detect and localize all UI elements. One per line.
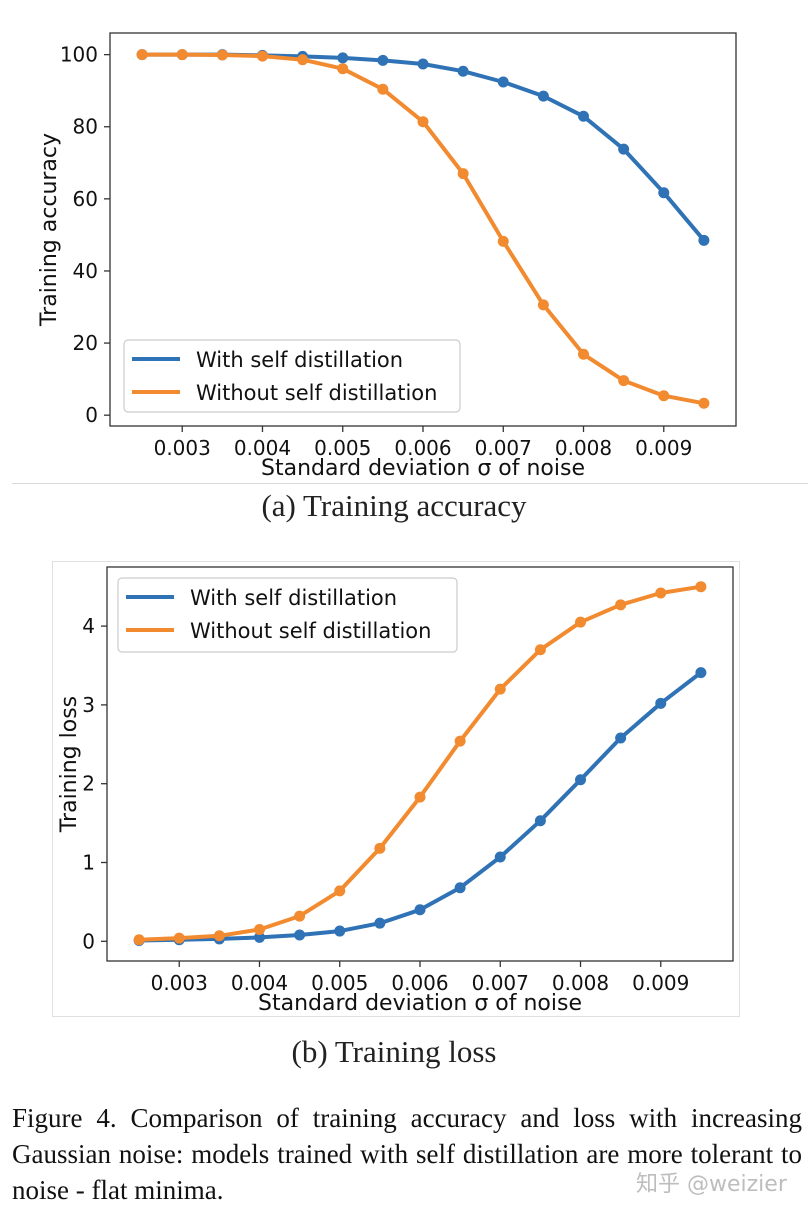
legend-box: [117, 577, 458, 653]
y-tick-label: 4: [82, 614, 95, 638]
y-tick-label: 3: [82, 693, 95, 717]
x-tick-label: 0.007: [472, 971, 529, 995]
data-point: [253, 931, 265, 943]
data-point: [454, 735, 466, 747]
data-point: [497, 76, 509, 88]
x-axis-label: Standard deviation σ of noise: [261, 456, 585, 481]
data-point: [136, 49, 148, 61]
subcaption-b: (b) Training loss: [291, 1034, 497, 1069]
x-tick-label: 0.003: [154, 436, 211, 460]
data-point: [334, 885, 346, 897]
subcaption-a: (a) Training accuracy: [261, 488, 527, 523]
data-point: [377, 54, 389, 66]
data-point: [615, 599, 627, 611]
y-tick-label: 40: [73, 259, 98, 283]
data-point: [698, 397, 710, 409]
data-point: [658, 390, 670, 402]
data-point: [497, 235, 509, 247]
y-axis-label: Training accuracy: [37, 133, 62, 327]
data-point: [494, 683, 506, 695]
legend: With self distillation Without self disti…: [123, 339, 461, 413]
data-point: [695, 667, 707, 679]
x-tick-label: 0.009: [635, 436, 692, 460]
legend: With self distillation Without self disti…: [117, 577, 458, 653]
data-point: [578, 110, 590, 122]
data-point: [698, 234, 710, 246]
data-point: [615, 732, 627, 744]
y-tick-label: 60: [73, 187, 98, 211]
data-point: [618, 375, 630, 387]
x-tick-label: 0.009: [632, 971, 689, 995]
legend-label: With self distillation: [196, 348, 403, 372]
x-tick-label: 0.005: [311, 971, 368, 995]
data-point: [337, 63, 349, 75]
legend-label: Without self distillation: [190, 619, 431, 643]
x-tick-label: 0.004: [231, 971, 288, 995]
data-point: [534, 815, 546, 827]
series-line-with-self-distillation: [137, 670, 703, 943]
data-point: [534, 644, 546, 656]
data-point: [414, 904, 426, 916]
data-point: [695, 581, 707, 593]
x-axis-label: Standard deviation σ of noise: [258, 991, 582, 1016]
data-point: [537, 90, 549, 102]
legend-label: With self distillation: [190, 586, 397, 610]
data-point: [377, 83, 389, 95]
data-point: [256, 50, 268, 62]
data-point: [457, 168, 469, 180]
data-point: [216, 49, 228, 61]
data-point: [618, 143, 630, 155]
data-point: [374, 842, 386, 854]
data-point: [294, 910, 306, 922]
y-tick-label: 2: [82, 772, 95, 796]
data-point: [297, 54, 309, 66]
y-tick-label: 20: [73, 331, 98, 355]
data-point: [414, 791, 426, 803]
y-axis-label: Training loss: [57, 696, 82, 833]
y-tick-label: 100: [60, 43, 98, 67]
data-point: [133, 934, 145, 946]
data-point: [575, 616, 587, 628]
data-point: [176, 49, 188, 61]
watermark: 知乎 @weizier: [636, 1172, 787, 1197]
data-point: [173, 932, 185, 944]
chart-training-loss: 0.003 0.004 0.005 0.006 0.007 0.008 0.009 0 1 2 3 4…: [57, 566, 734, 1016]
x-tick-label: 0.005: [314, 436, 371, 460]
x-tick-label: 0.004: [234, 436, 291, 460]
divider: [12, 483, 808, 484]
data-point: [658, 187, 670, 199]
data-point: [417, 116, 429, 128]
data-point: [454, 882, 466, 894]
x-tick-label: 0.008: [555, 436, 612, 460]
x-tick-label: 0.006: [391, 971, 448, 995]
data-point: [417, 58, 429, 70]
data-point: [655, 697, 667, 709]
data-point: [494, 851, 506, 863]
y-tick-label: 80: [73, 115, 98, 139]
data-point: [253, 923, 265, 935]
x-tick-label: 0.003: [151, 971, 208, 995]
y-tick-label: 0: [85, 403, 98, 427]
legend-box: [123, 339, 461, 413]
data-point: [457, 65, 469, 77]
data-point: [578, 348, 590, 360]
data-point: [294, 929, 306, 941]
data-point: [537, 299, 549, 311]
data-point: [337, 52, 349, 64]
data-point: [575, 774, 587, 786]
figure-caption: Figure 4. Comparison of training accurac…: [12, 1103, 802, 1205]
data-point: [374, 917, 386, 929]
y-tick-label: 0: [82, 929, 95, 953]
x-tick-label: 0.007: [475, 436, 532, 460]
x-tick-label: 0.006: [394, 436, 451, 460]
x-tick-label: 0.008: [552, 971, 609, 995]
data-point: [213, 930, 225, 942]
legend-label: Without self distillation: [196, 381, 437, 405]
data-point: [655, 587, 667, 599]
chart-b-border: [52, 561, 740, 1017]
chart-training-accuracy: 0.003 0.004 0.005 0.006 0.007 0.008 0.009 0 20 40…: [37, 32, 737, 481]
data-point: [334, 925, 346, 937]
y-tick-label: 1: [82, 851, 95, 875]
